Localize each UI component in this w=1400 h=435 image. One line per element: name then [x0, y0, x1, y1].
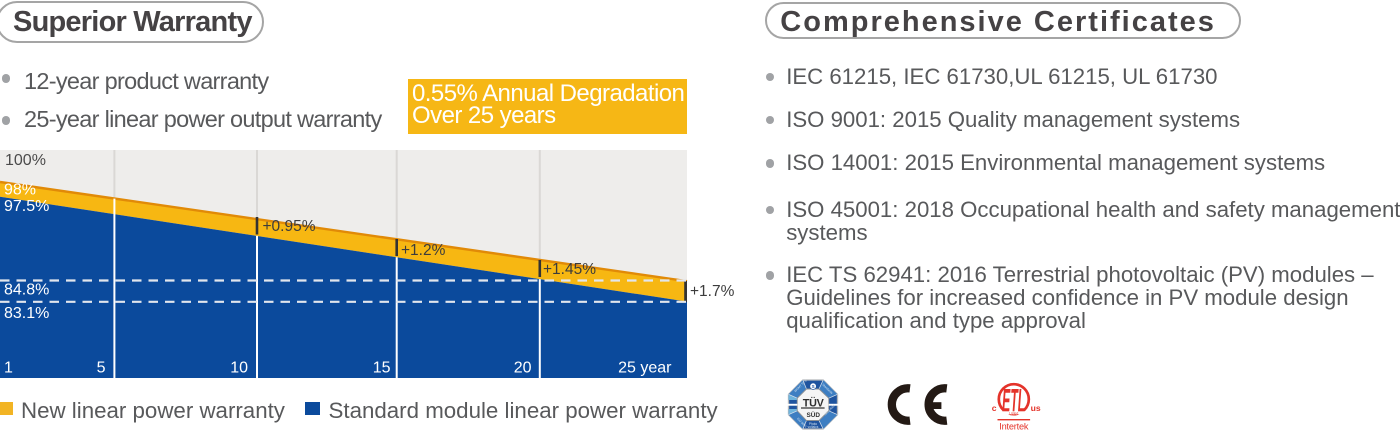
svg-text:c: c: [992, 403, 997, 413]
svg-text:100%: 100%: [5, 152, 46, 169]
svg-text:SÜD: SÜD: [806, 410, 820, 419]
svg-text:voltaics: voltaics: [808, 425, 819, 429]
svg-text:20: 20: [514, 360, 532, 377]
svg-text:us: us: [1031, 403, 1041, 413]
svg-text:ETL: ETL: [1002, 383, 1025, 420]
svg-text:TÜV: TÜV: [803, 396, 825, 409]
svg-text:S: S: [812, 384, 815, 389]
svg-text:+1.2%: +1.2%: [401, 242, 446, 259]
svg-text:5: 5: [97, 360, 106, 377]
svg-text:1: 1: [4, 360, 13, 377]
svg-text:Photo: Photo: [809, 422, 818, 426]
svg-text:+1.7%: +1.7%: [690, 283, 735, 300]
svg-text:98%: 98%: [4, 181, 36, 198]
svg-text:Intertek: Intertek: [999, 421, 1029, 430]
svg-text:10: 10: [230, 360, 248, 377]
svg-text:83.1%: 83.1%: [4, 305, 49, 322]
svg-text:97.5%: 97.5%: [4, 198, 49, 215]
svg-text:+0.95%: +0.95%: [263, 218, 316, 235]
svg-text:+1.45%: +1.45%: [543, 261, 596, 278]
svg-text:25 year: 25 year: [618, 360, 672, 377]
svg-text:Listed: Listed: [1009, 411, 1018, 415]
svg-text:84.8%: 84.8%: [4, 281, 49, 298]
svg-text:15: 15: [373, 360, 391, 377]
